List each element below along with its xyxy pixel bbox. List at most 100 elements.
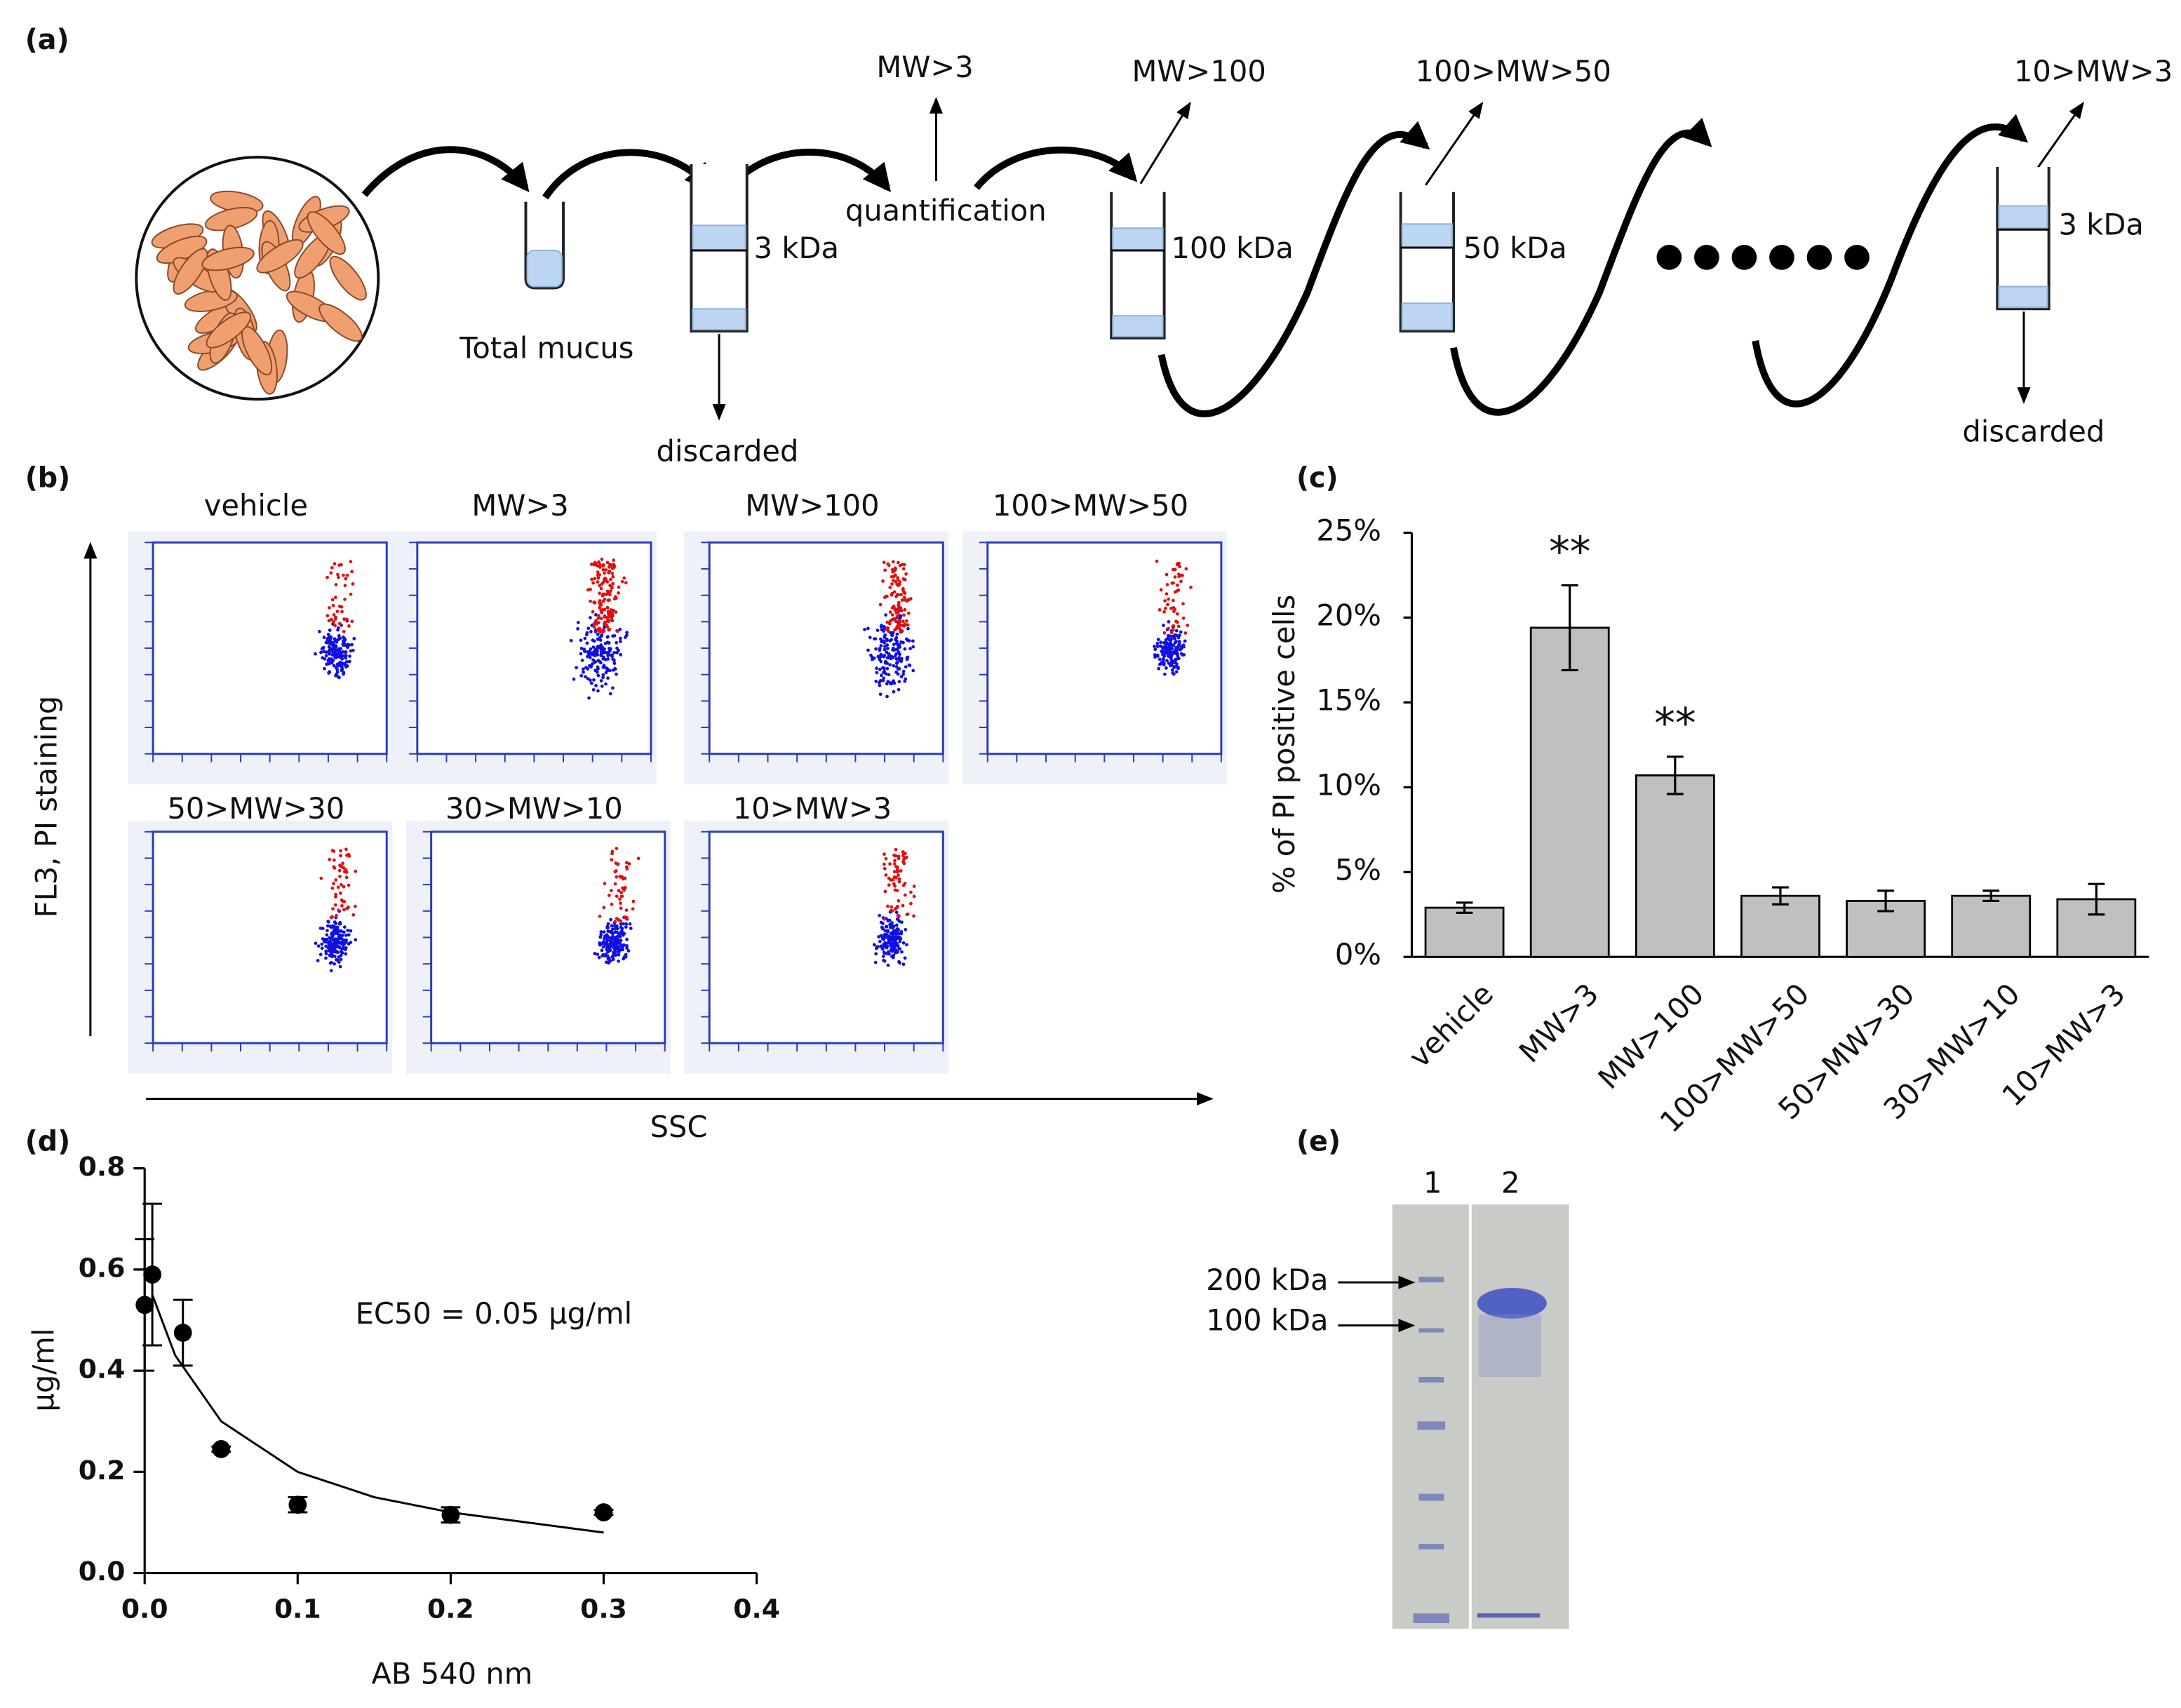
cell-event: [886, 562, 890, 566]
cell-event: [903, 647, 907, 651]
cell-event: [334, 892, 338, 896]
cell-event: [335, 668, 340, 671]
cell-event: [1166, 603, 1169, 607]
flow-plot: [708, 831, 944, 1044]
cell-event: [895, 889, 899, 892]
cell-event: [346, 928, 350, 932]
cell-event: [600, 954, 605, 958]
axis-title: % of PI positive cells: [1267, 595, 1301, 894]
cell-event: [901, 619, 905, 624]
cell-event: [890, 682, 894, 685]
cell-event: [600, 611, 604, 614]
cell-event: [892, 853, 896, 857]
cell-event: [592, 678, 596, 682]
cell-event: [580, 659, 584, 662]
cell-event: [900, 920, 904, 924]
cell-event: [897, 856, 901, 861]
cell-event: [599, 634, 603, 638]
cell-event: [891, 877, 895, 882]
axis-title: FL3, PI staining: [29, 696, 63, 918]
cell-event: [1172, 581, 1175, 585]
cell-event: [1179, 630, 1183, 634]
cell-event: [324, 650, 328, 654]
cell-event: [1175, 652, 1179, 655]
cell-event: [909, 890, 913, 894]
cell-event: [337, 868, 342, 873]
cell-event: [895, 870, 899, 874]
cell-event: [894, 580, 898, 584]
cell-event: [894, 657, 899, 661]
bacterium: [173, 248, 208, 295]
cell-event: [316, 944, 321, 948]
cell-event: [912, 885, 916, 888]
bacterium: [256, 238, 304, 274]
cell-event: [911, 668, 915, 673]
cell-event: [596, 617, 600, 620]
cell-event: [1160, 650, 1164, 654]
cell-event: [886, 919, 890, 923]
cell-event: [608, 959, 611, 963]
cell-event: [340, 664, 344, 668]
cell-event: [881, 955, 885, 958]
cell-event: [889, 932, 893, 936]
cell-event: [589, 665, 593, 669]
panel-label: (d): [25, 1125, 71, 1157]
cell-event: [1156, 638, 1160, 642]
plot-title: 100>MW>50: [993, 488, 1188, 523]
cell-event: [612, 941, 615, 946]
cell-event: [332, 924, 336, 928]
cell-event: [901, 624, 904, 627]
cell-event: [900, 950, 904, 954]
cell-event: [1156, 654, 1160, 658]
cell-event: [1167, 626, 1170, 631]
discard-label: discarded: [1962, 415, 2105, 449]
cell-event: [883, 654, 887, 657]
cell-event: [608, 570, 612, 573]
cell-event: [893, 950, 897, 955]
cell-event: [897, 899, 901, 903]
cell-event: [619, 939, 623, 943]
cell-event: [599, 602, 603, 606]
data-point: [135, 1296, 154, 1314]
cell-event: [589, 587, 592, 591]
cell-event: [335, 610, 340, 614]
cell-event: [328, 939, 332, 943]
cell-event: [878, 683, 882, 687]
cell-event: [874, 647, 878, 651]
cell-event: [604, 568, 608, 572]
cell-event: [603, 934, 607, 939]
cell-event: [885, 594, 889, 598]
cell-event: [335, 670, 340, 674]
cell-event: [891, 656, 895, 659]
cell-event: [896, 560, 900, 565]
cell-event: [323, 666, 326, 671]
cell-event: [907, 663, 911, 667]
cell-event: [617, 889, 621, 893]
cell-event: [338, 660, 342, 664]
cell-event: [901, 883, 906, 887]
cell-event: [344, 847, 348, 852]
cell-event: [884, 856, 888, 861]
cell-event: [603, 657, 608, 661]
cell-event: [894, 611, 899, 615]
x-tick-label: vehicle: [1402, 976, 1500, 1074]
cell-event: [904, 637, 908, 641]
cell-event: [875, 671, 879, 675]
cell-event: [347, 659, 351, 664]
cell-event: [627, 862, 631, 866]
cell-event: [608, 936, 612, 940]
y-tick-label: 0.0: [79, 1556, 126, 1587]
membrane-label: 3 kDa: [754, 231, 839, 265]
cell-event: [878, 939, 882, 943]
flow-plot: [152, 541, 388, 755]
tube-label: Total mucus: [459, 331, 633, 365]
cell-event: [912, 894, 916, 899]
cell-event: [610, 615, 614, 619]
cell-event: [350, 619, 354, 624]
cell-event: [605, 946, 609, 950]
cell-event: [869, 653, 873, 657]
cell-event: [335, 957, 338, 962]
cell-event: [1167, 620, 1171, 624]
significance: **: [1549, 528, 1590, 577]
cell-event: [339, 563, 343, 567]
